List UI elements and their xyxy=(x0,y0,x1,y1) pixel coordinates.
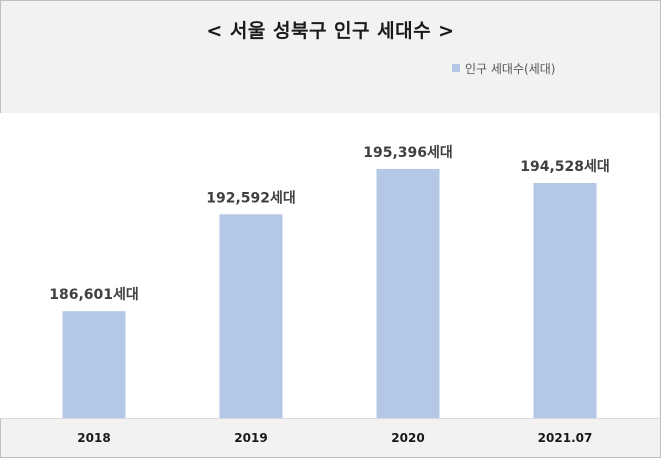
bar-2021.07 xyxy=(533,182,597,418)
chart-title: < 서울 성북구 인구 세대수 > xyxy=(206,20,455,42)
data-label-2019: 192,592세대 xyxy=(206,190,296,206)
legend-swatch xyxy=(452,64,460,72)
x-tick-label-2020: 2020 xyxy=(391,431,424,445)
bar-2020 xyxy=(376,168,440,418)
data-label-2021.07: 194,528세대 xyxy=(520,159,610,175)
bar-2019 xyxy=(219,214,283,418)
chart-legend: 인구 세대수(세대) xyxy=(452,60,555,76)
legend-label: 인구 세대수(세대) xyxy=(465,61,556,76)
x-tick-label-2018: 2018 xyxy=(77,431,110,445)
x-tick-label-2019: 2019 xyxy=(234,431,267,445)
bar-2018 xyxy=(62,311,126,418)
data-label-2020: 195,396세대 xyxy=(363,145,453,161)
data-label-2018: 186,601세대 xyxy=(49,287,139,303)
x-tick-label-2021.07: 2021.07 xyxy=(538,431,593,445)
